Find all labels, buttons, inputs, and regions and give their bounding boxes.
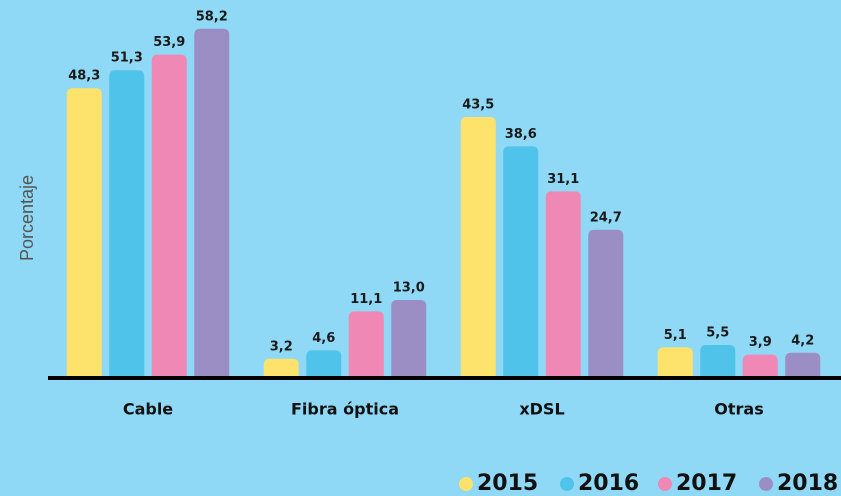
x-tick-label: xDSL [519,400,564,419]
bar [66,88,102,378]
legend-label: 2017 [676,471,737,496]
value-label: 24,7 [590,210,622,225]
value-label: 3,9 [749,335,772,350]
value-label: 5,1 [664,328,687,343]
bar [306,350,342,378]
legend-marker [459,477,473,491]
value-label: 58,2 [196,9,228,24]
value-label: 5,5 [706,326,729,341]
value-label: 38,6 [505,127,537,142]
y-axis-label: Porcentaje [17,175,37,261]
bar [700,345,736,378]
value-label: 3,2 [270,339,293,354]
bar [391,300,427,378]
legend-marker [759,477,773,491]
value-label: 43,5 [462,98,494,113]
bar [588,229,624,378]
value-label: 48,3 [68,69,100,84]
bar [503,146,539,378]
bar [263,358,299,378]
value-label: 4,6 [312,331,335,346]
legend-label: 2018 [777,471,838,496]
bar [109,70,145,378]
value-label: 11,1 [350,292,382,307]
value-label: 31,1 [547,172,579,187]
bar [151,54,187,378]
bar [657,347,693,378]
bar [545,191,581,378]
value-label: 13,0 [393,281,425,296]
legend-marker [658,477,672,491]
bar [348,311,384,378]
value-label: 4,2 [791,333,814,348]
bar [194,28,230,379]
legend-label: 2015 [477,471,538,496]
x-tick-label: Cable [123,400,173,419]
bar [460,117,496,378]
x-tick-label: Fibra óptica [291,400,399,419]
bar [742,354,778,378]
legend-marker [560,477,574,491]
value-label: 51,3 [111,51,143,66]
legend-label: 2016 [578,471,639,496]
value-label: 53,9 [153,35,185,50]
x-tick-label: Otras [714,400,763,419]
bar [785,352,821,378]
